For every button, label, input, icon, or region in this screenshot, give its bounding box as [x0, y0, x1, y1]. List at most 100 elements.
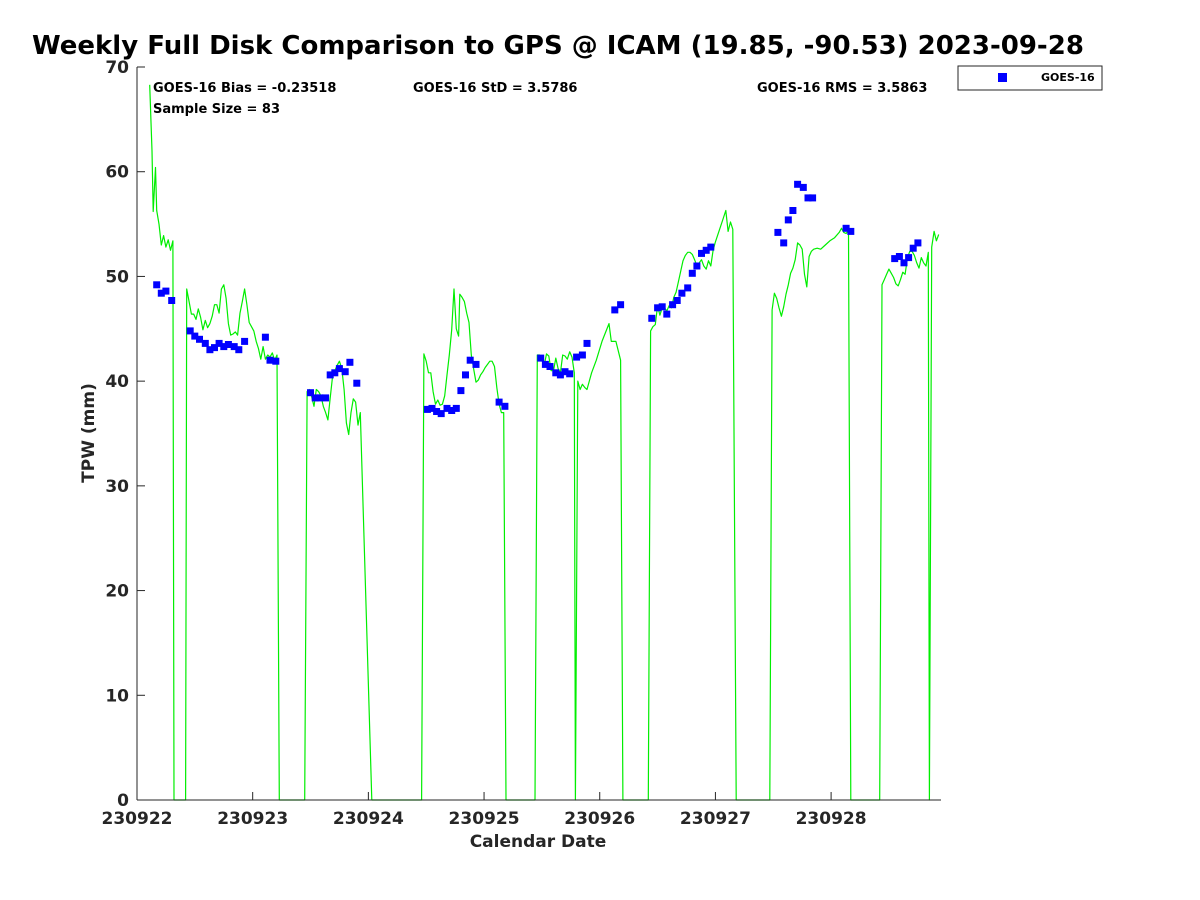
x-tick-label: 230928 — [796, 809, 867, 829]
chart-title: Weekly Full Disk Comparison to GPS @ ICA… — [32, 31, 1084, 61]
goes16-data-point — [191, 332, 199, 340]
goes16-data-point — [266, 356, 274, 364]
goes16-data-point — [891, 255, 899, 263]
goes16-data-point — [423, 405, 431, 413]
goes16-data-point — [698, 249, 705, 257]
y-tick-label: 30 — [105, 477, 129, 497]
goes16-data-point — [215, 339, 223, 347]
goes16-data-point — [311, 394, 319, 402]
goes16-data-point — [437, 410, 445, 418]
goes16-data-point — [842, 224, 850, 232]
goes16-data-point — [774, 228, 782, 236]
goes16-data-point — [905, 254, 913, 262]
goes16-data-point — [448, 407, 456, 414]
goes16-data-point — [224, 341, 232, 348]
x-tick-label: 230922 — [102, 809, 173, 829]
x-tick-label: 230925 — [449, 809, 520, 829]
goes16-data-point — [153, 281, 161, 289]
goes16-data-point — [168, 297, 176, 304]
legend-box — [957, 65, 1103, 91]
goes16-data-point — [346, 358, 354, 366]
y-ticks: 0 10 20 30 40 50 60 70 — [105, 58, 145, 811]
goes16-data-point — [611, 306, 619, 314]
goes16-data-point — [162, 287, 170, 295]
goes16-data-point — [654, 304, 662, 312]
goes16-data-point — [335, 365, 343, 373]
goes16-data-point — [501, 402, 509, 410]
goes16-data-point — [495, 398, 503, 406]
goes16-data-point — [201, 339, 209, 347]
goes16-data-point — [693, 262, 701, 270]
goes16-data-point — [443, 404, 451, 412]
goes16-data-point — [617, 301, 625, 309]
goes16-data-point — [307, 389, 314, 397]
goes16-data-point — [537, 354, 545, 362]
goes16-data-point — [583, 339, 591, 347]
goes16-data-point — [702, 246, 710, 254]
goes16-data-point — [648, 314, 656, 322]
goes16-data-point — [541, 360, 549, 368]
goes16-data-point — [684, 284, 692, 292]
goes16-data-point — [556, 371, 564, 379]
plot-area — [136, 67, 941, 801]
goes16-data-point — [552, 369, 560, 377]
goes16-data-point — [322, 394, 330, 402]
goes16-data-point — [272, 357, 280, 365]
goes16-data-point — [341, 368, 349, 376]
y-tick-label: 50 — [105, 267, 129, 287]
legend: GOES-16 — [957, 65, 1103, 91]
x-tick-label: 230923 — [217, 809, 288, 829]
goes16-data-point — [353, 379, 361, 387]
x-tick-label: 230924 — [333, 809, 404, 829]
goes16-data-point — [561, 368, 569, 376]
x-axis-label: Calendar Date — [470, 832, 607, 852]
goes16-data-point — [462, 371, 469, 379]
goes16-data-point — [578, 351, 586, 359]
plot-background — [137, 67, 941, 800]
goes16-data-point — [196, 335, 203, 343]
x-tick-label: 230926 — [564, 809, 635, 829]
y-tick-label: 10 — [105, 686, 129, 706]
goes16-data-point — [331, 369, 339, 377]
goes16-data-point — [230, 343, 238, 351]
stats-annotations: GOES-16 Bias = -0.23518 Sample Size = 83… — [153, 81, 927, 117]
goes16-data-point — [673, 297, 681, 304]
goes16-data-point — [546, 363, 554, 370]
goes16-data-point — [241, 337, 249, 345]
goes16-data-point — [566, 370, 574, 378]
x-ticks: 230922 230923 230924 230925 230926 230927 2309… — [102, 792, 867, 829]
y-axis-label: TPW (mm) — [79, 383, 99, 483]
goes16-data-point — [847, 227, 855, 235]
goes16-data-point — [472, 360, 480, 368]
point-layer — [153, 180, 922, 418]
goes16-data-point — [809, 194, 817, 202]
y-tick-label: 60 — [105, 163, 129, 183]
goes16-data-point — [784, 216, 792, 224]
goes16-data-point — [669, 301, 677, 309]
y-tick-label: 0 — [117, 791, 129, 811]
y-tick-label: 20 — [105, 582, 129, 602]
goes16-data-point — [678, 289, 686, 297]
goes16-data-point — [804, 194, 812, 202]
goes16-data-point — [206, 346, 214, 354]
goes16-data-point — [235, 346, 243, 354]
y-tick-label: 40 — [105, 372, 129, 392]
goes16-data-point — [428, 404, 436, 412]
goes16-data-point — [895, 253, 903, 260]
rms-stat: GOES-16 RMS = 3.5863 — [757, 81, 927, 96]
goes16-data-point — [457, 387, 465, 395]
goes16-data-point — [900, 259, 908, 267]
goes16-data-point — [799, 183, 807, 191]
goes16-data-point — [658, 303, 666, 311]
goes16-data-point — [316, 394, 324, 402]
goes16-data-point — [186, 327, 194, 335]
y-tick-label: 70 — [105, 58, 129, 78]
goes16-data-point — [466, 356, 474, 364]
goes16-data-point — [914, 239, 922, 247]
goes16-data-point — [211, 344, 218, 352]
goes16-data-point — [789, 207, 797, 214]
goes16-data-point — [157, 289, 165, 297]
std-stat: GOES-16 StD = 3.5786 — [413, 81, 577, 96]
legend-marker-goes16 — [998, 73, 1007, 82]
